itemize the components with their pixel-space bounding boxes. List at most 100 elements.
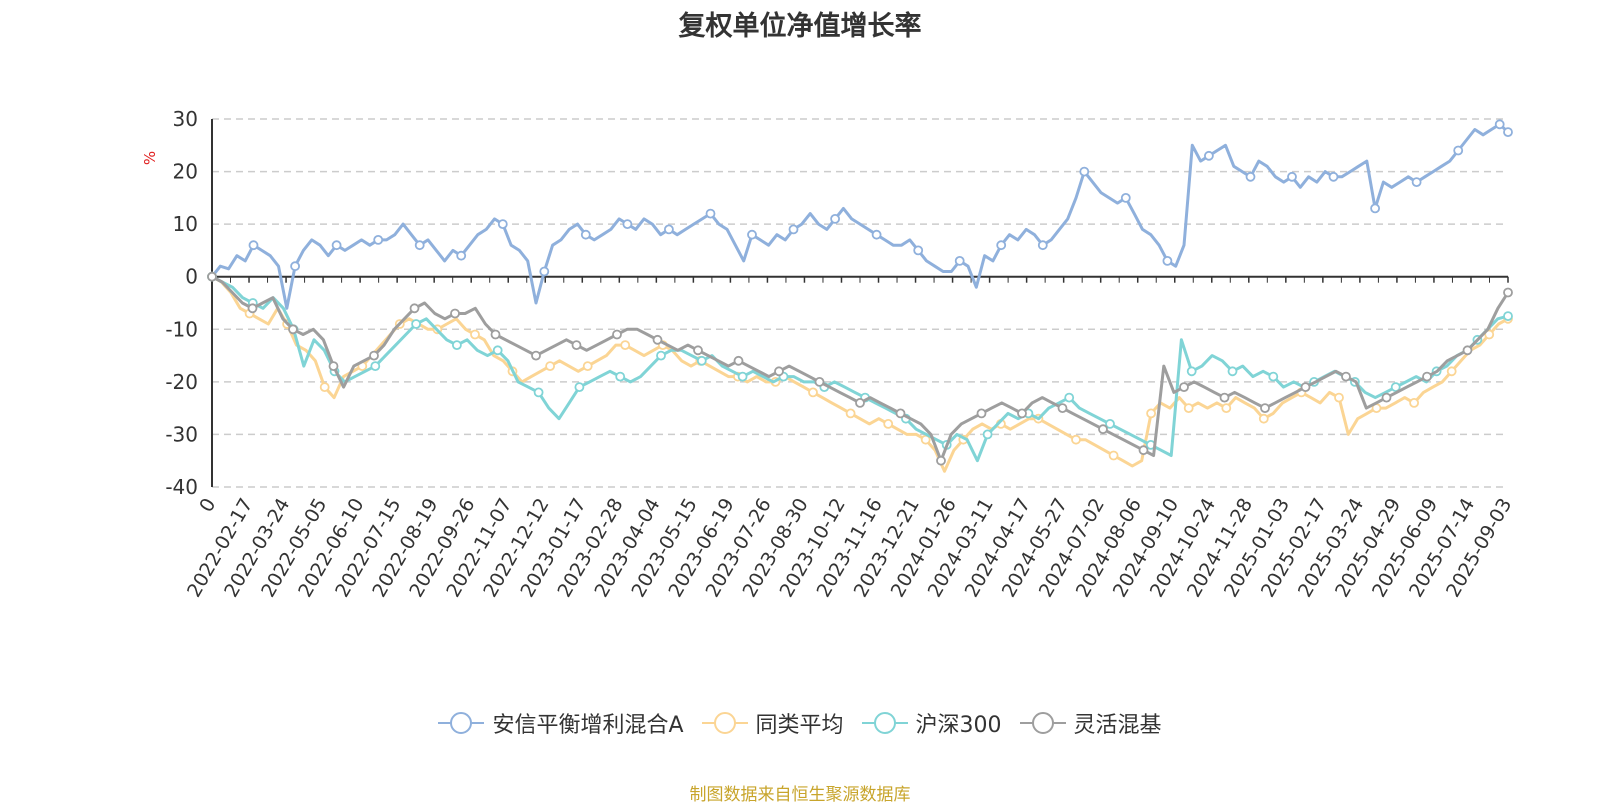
data-point [1411,177,1422,188]
data-point [373,234,384,245]
data-point [580,229,591,240]
data-point [411,319,422,329]
legend-item-csi300[interactable]: 沪深300 [861,707,1002,739]
data-point [747,229,757,240]
data-point [248,240,259,251]
data-point [1071,434,1081,445]
data-point [1390,382,1401,393]
data-point [331,240,342,251]
legend-item-peer-average[interactable]: 同类平均 [701,707,844,739]
data-point [693,345,703,356]
source-note: 制图数据来自恒生聚源数据库 [689,785,911,805]
grid-lines [212,118,1508,488]
legend-label-csi300: 沪深300 [915,713,1002,738]
data-point [656,350,666,361]
data-point [1204,150,1214,161]
data-point [207,271,217,282]
data-point [895,408,906,419]
data-point [954,255,965,266]
data-point [370,361,381,372]
data-point [1370,203,1380,214]
data-point [664,224,674,235]
data-point [1183,403,1194,414]
data-point [883,418,894,429]
data-point [1446,366,1457,377]
data-point [288,324,298,335]
data-point [492,345,503,356]
data-point [1268,371,1279,382]
data-point [1462,345,1473,356]
legend-line-circle-icon [861,712,908,734]
y-tick-label: -40 [165,475,198,499]
data-point [409,303,420,314]
data-point [845,408,856,419]
data-point [490,329,501,340]
data-point [1484,329,1495,340]
data-point [1219,392,1230,403]
data-point [612,329,622,340]
y-tick-label: 20 [173,160,198,184]
legend-label-peer-average: 同类平均 [755,713,844,738]
data-point [1221,403,1232,414]
chart-title: 复权单位净值增长率 [678,11,922,42]
y-tick-label: 30 [173,107,198,131]
data-point [1108,450,1119,461]
data-point [976,408,987,419]
y-tick-label: 0 [185,265,198,289]
data-point [1494,119,1505,130]
data-point [1328,171,1339,182]
data-point [855,397,865,408]
data-point [369,350,379,361]
legend-item-fund[interactable]: 安信平衡增利混合A [438,707,684,739]
data-point [451,340,462,351]
data-point [737,371,748,382]
data-point [871,229,882,240]
y-axis-label: % [141,151,159,165]
data-point [1017,408,1027,419]
data-point [450,308,460,319]
data-point [1503,311,1513,322]
data-point [571,340,582,351]
data-point [982,429,993,440]
data-point [539,266,550,277]
data-point [497,219,508,230]
data-point [1079,166,1090,177]
data-point [652,334,663,345]
data-point [936,455,946,466]
data-point [531,350,541,361]
series-line-2 [211,275,1509,463]
data-point [1179,382,1189,393]
data-point [696,355,707,366]
data-point [1162,255,1173,266]
data-point [620,340,631,351]
legend-item-flexible-mixed[interactable]: 灵活混基 [1019,707,1162,739]
data-point [1334,392,1344,403]
data-point [1503,287,1513,298]
series-line-1 [211,275,1509,473]
data-point [808,387,818,398]
series-lines [207,119,1513,473]
y-tick-label: -30 [165,422,198,446]
data-point [1227,366,1238,377]
data-point [1138,445,1149,456]
data-point [788,224,799,235]
data-point [1037,240,1048,251]
data-point [705,208,716,219]
data-point [328,361,339,372]
legend-line-circle-icon [1019,712,1066,734]
data-point [1105,418,1115,429]
legend-line-circle-icon [701,712,748,734]
data-point [574,382,585,393]
data-point [996,240,1007,251]
data-point [622,219,633,230]
data-point [1245,171,1256,182]
y-tick-label: -10 [165,317,198,341]
data-point [1064,392,1075,403]
data-point [1098,424,1108,435]
data-point [913,245,924,256]
data-point [615,371,626,382]
legend-line-circle-icon [438,712,485,734]
data-point [1300,382,1311,393]
data-point [1422,371,1432,382]
data-point [456,250,467,261]
